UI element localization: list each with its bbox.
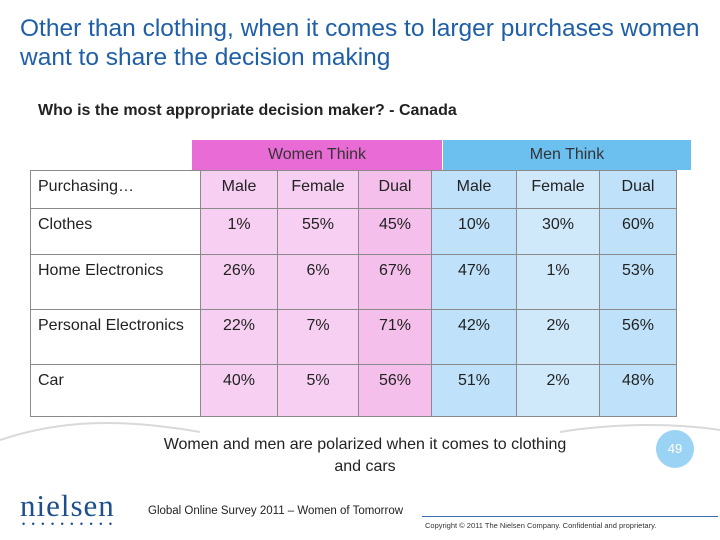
table-row: Personal Electronics 22% 7% 71% 42% 2% 5… <box>30 309 677 365</box>
cell: 45% <box>358 208 432 255</box>
cell: 7% <box>277 309 359 365</box>
cell: 10% <box>431 208 517 255</box>
cell: 42% <box>431 309 517 365</box>
col-men-male: Male <box>431 170 517 209</box>
nielsen-logo: nielsen <box>20 488 115 523</box>
row-label: Personal Electronics <box>30 309 201 365</box>
col-men-female: Female <box>516 170 600 209</box>
cell: 71% <box>358 309 432 365</box>
men-think-header: Men Think <box>443 140 691 170</box>
cell: 47% <box>431 254 517 310</box>
footer-swoosh <box>0 422 720 441</box>
page-number-badge: 49 <box>656 430 694 468</box>
row-label: Clothes <box>30 208 201 255</box>
cell: 26% <box>200 254 278 310</box>
cell: 56% <box>599 309 677 365</box>
cell: 1% <box>200 208 278 255</box>
col-women-dual: Dual <box>358 170 432 209</box>
source-note: Global Online Survey 2011 – Women of Tom… <box>148 505 404 517</box>
logo-dots: • • • • • • • • • • <box>22 519 115 529</box>
cell: 5% <box>277 364 359 417</box>
cell: 53% <box>599 254 677 310</box>
decision-maker-table: Purchasing… Male Female Dual Male Female… <box>30 170 677 417</box>
corner-label: Purchasing… <box>30 170 201 209</box>
cell: 60% <box>599 208 677 255</box>
col-women-female: Female <box>277 170 359 209</box>
women-think-header: Women Think <box>192 140 442 170</box>
conclusion-text: Women and men are polarized when it come… <box>163 436 567 475</box>
cell: 2% <box>516 364 600 417</box>
table-row: Car 40% 5% 56% 51% 2% 48% <box>30 364 677 417</box>
table-header-row: Purchasing… Male Female Dual Male Female… <box>30 170 677 209</box>
cell: 40% <box>200 364 278 417</box>
slide-subtitle: Who is the most appropriate decision mak… <box>38 102 457 119</box>
row-label: Car <box>30 364 201 417</box>
cell: 56% <box>358 364 432 417</box>
cell: 48% <box>599 364 677 417</box>
table-row: Home Electronics 26% 6% 67% 47% 1% 53% <box>30 254 677 310</box>
cell: 6% <box>277 254 359 310</box>
table-row: Clothes 1% 55% 45% 10% 30% 60% <box>30 208 677 255</box>
col-women-male: Male <box>200 170 278 209</box>
cell: 30% <box>516 208 600 255</box>
copyright-notice: Copyright © 2011 The Nielsen Company. Co… <box>425 521 657 530</box>
cell: 55% <box>277 208 359 255</box>
cell: 51% <box>431 364 517 417</box>
slide-title: Other than clothing, when it comes to la… <box>20 15 700 71</box>
cell: 22% <box>200 309 278 365</box>
cell: 1% <box>516 254 600 310</box>
col-men-dual: Dual <box>599 170 677 209</box>
cell: 67% <box>358 254 432 310</box>
footer-divider <box>422 516 718 517</box>
cell: 2% <box>516 309 600 365</box>
row-label: Home Electronics <box>30 254 201 310</box>
